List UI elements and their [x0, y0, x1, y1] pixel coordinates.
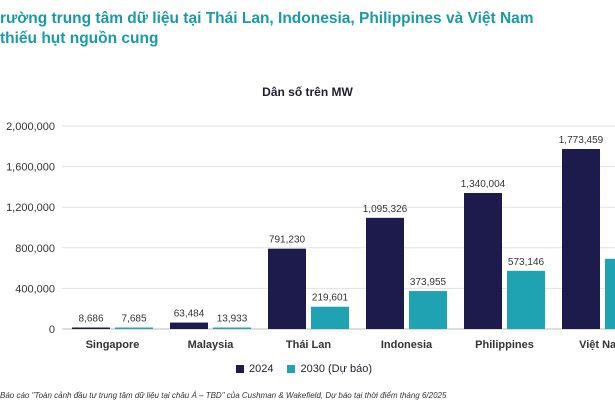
data-label: 1,773,459: [559, 135, 604, 146]
bar-2030: [213, 327, 251, 329]
bar-2024: [464, 192, 502, 329]
data-label: 7,685: [121, 314, 146, 325]
data-label: 63,484: [174, 309, 205, 320]
data-label: 791,230: [269, 235, 306, 246]
data-label: 1,340,004: [461, 179, 506, 190]
title-line-1: rường trung tâm dữ liệu tại Thái Lan, In…: [0, 10, 534, 27]
bar-2030: [605, 258, 615, 329]
bar-2024: [366, 217, 404, 329]
data-label: 373,955: [410, 277, 447, 288]
y-tick-label: 1,600,000: [6, 162, 55, 174]
page-title: rường trung tâm dữ liệu tại Thái Lan, In…: [0, 9, 615, 49]
x-tick-label: Singapore: [86, 339, 140, 351]
x-tick-label: Thái Lan: [286, 339, 332, 351]
data-label: 573,146: [508, 257, 545, 268]
bar-2030: [115, 327, 153, 329]
x-tick-label: Việt Nam: [579, 339, 615, 351]
data-label: 1,095,326: [363, 204, 408, 215]
data-label: 13,933: [217, 314, 248, 325]
bar-2024: [268, 248, 306, 329]
legend-item-2030: 2030 (Dự báo): [287, 363, 372, 375]
bar-2030: [507, 270, 545, 329]
bar-2030: [409, 291, 447, 329]
y-tick-label: 400,000: [15, 283, 55, 295]
bar-2024: [562, 148, 600, 329]
legend-item-2024: 2024: [236, 363, 273, 375]
data-label: 8,686: [78, 314, 103, 325]
bar-2030: [311, 306, 349, 329]
data-label: 219,601: [312, 293, 349, 304]
chart-title: Dân số trên MW: [262, 85, 353, 99]
bar-2024: [72, 327, 110, 329]
x-tick-label: Philippines: [475, 339, 534, 351]
title-line-2: thiếu hụt nguồn cung: [0, 30, 159, 47]
legend-swatch-2030: [287, 365, 296, 373]
y-tick-label: 2,000,000: [6, 121, 55, 133]
y-tick-label: 0: [49, 324, 55, 336]
bar-2024: [170, 322, 208, 329]
legend-label-2030: 2030 (Dự báo): [300, 363, 373, 375]
x-tick-label: Indonesia: [381, 339, 433, 351]
legend-swatch-2024: [236, 365, 244, 373]
x-tick-label: Malaysia: [188, 339, 235, 351]
legend-label-2024: 2024: [249, 363, 274, 375]
source-note: Báo cáo "Toàn cảnh đầu tư trung tâm dữ l…: [0, 391, 447, 400]
y-tick-label: 800,000: [15, 243, 55, 255]
legend: 2024 2030 (Dự báo): [236, 363, 386, 375]
y-tick-label: 1,200,000: [6, 202, 55, 214]
